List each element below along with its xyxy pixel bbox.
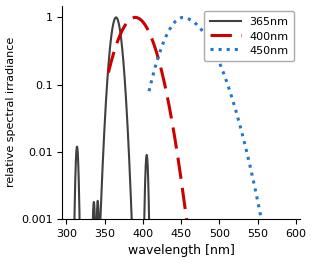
Line: 400nm: 400nm <box>108 17 300 263</box>
400nm <box>119 31 123 34</box>
400nm <box>169 112 173 115</box>
400nm <box>118 34 122 37</box>
400nm <box>117 37 120 41</box>
365nm <box>118 27 122 30</box>
365nm <box>119 36 123 39</box>
400nm <box>152 41 155 44</box>
Line: 450nm: 450nm <box>149 17 300 263</box>
365nm <box>117 21 120 24</box>
Line: 365nm: 365nm <box>62 17 154 263</box>
Y-axis label: relative spectral irradiance: relative spectral irradiance <box>6 37 16 188</box>
450nm <box>169 26 173 29</box>
Legend: 365nm, 400nm, 450nm: 365nm, 400nm, 450nm <box>204 11 294 61</box>
450nm <box>152 72 155 75</box>
X-axis label: wavelength [nm]: wavelength [nm] <box>128 244 235 257</box>
